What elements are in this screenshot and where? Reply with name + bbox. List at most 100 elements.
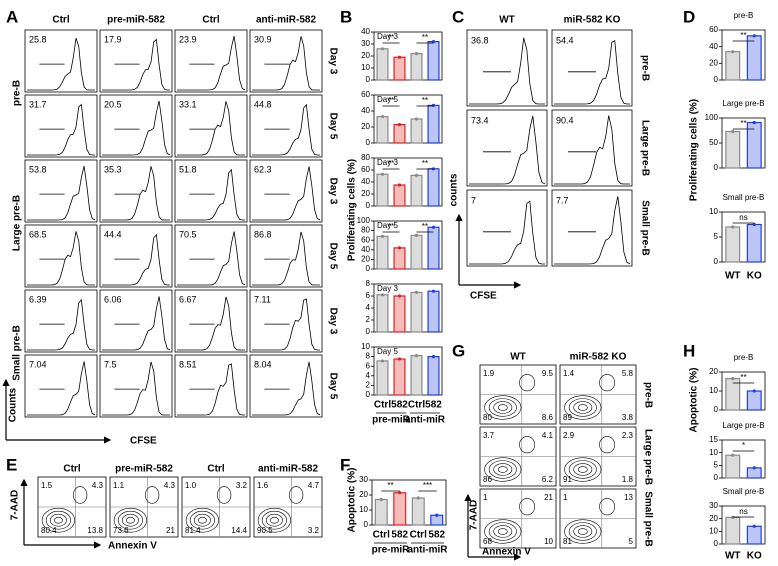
axis-label: Apoptotic (%) <box>689 368 700 433</box>
chart-title: Small pre-B <box>723 487 765 496</box>
histogram <box>102 38 170 91</box>
y-tick-label: 10 <box>361 63 370 72</box>
significance: ** <box>740 31 746 40</box>
contour <box>488 522 517 541</box>
dot <box>731 515 735 520</box>
bar <box>725 454 741 479</box>
plot-frame <box>249 224 323 288</box>
bar <box>393 295 406 333</box>
y-tick-label: 8 <box>366 279 371 288</box>
histogram <box>177 101 245 156</box>
plot-frame <box>24 224 98 288</box>
quadrant-value: 1.9 <box>483 369 495 378</box>
panel-letter: E <box>6 455 17 474</box>
plot-frame <box>24 159 98 223</box>
contour <box>45 510 71 530</box>
histogram <box>27 231 95 286</box>
percent-label: 7.04 <box>29 359 47 369</box>
bar <box>410 291 423 333</box>
plot-frame <box>174 159 248 223</box>
y-tick-label: 20 <box>709 367 718 376</box>
quadrant-value: 1.0 <box>185 481 197 490</box>
bar <box>376 235 389 270</box>
quadrant-value: 68 <box>483 537 492 546</box>
bar <box>376 115 389 144</box>
bar <box>725 51 741 81</box>
panel-letter: G <box>452 341 465 360</box>
dot <box>397 294 402 298</box>
y-tick-label: 40 <box>361 27 370 36</box>
y-tick-label: 10 <box>709 448 718 457</box>
quadrant-value: 4.7 <box>308 481 320 490</box>
plot-frame <box>174 224 248 288</box>
column-header: pre-miR-582 <box>107 15 165 26</box>
y-tick-label: 40 <box>709 42 718 51</box>
contour <box>265 513 283 527</box>
dot <box>398 491 402 495</box>
percent-label: 36.8 <box>471 35 489 45</box>
plot-frame <box>24 94 98 158</box>
histogram <box>252 298 320 351</box>
y-tick-label: 0 <box>366 390 371 399</box>
quadrant-value: 4.1 <box>542 431 554 440</box>
y-tick-label: 40 <box>361 177 370 186</box>
contour <box>493 463 513 476</box>
bar <box>725 130 741 169</box>
bar <box>427 168 440 207</box>
y-tick-label: 20 <box>361 122 370 131</box>
percent-label: 54.4 <box>556 35 574 45</box>
group-label: pre-miR <box>372 545 411 556</box>
panel-letter: A <box>6 7 18 26</box>
histogram <box>252 166 321 221</box>
row-label: pre-B <box>642 382 653 408</box>
quadrant-value: 86 <box>483 475 492 484</box>
y-tick-label: 0 <box>366 201 371 210</box>
dot <box>397 55 402 59</box>
bar <box>376 48 389 81</box>
row-label: Small pre-B <box>639 200 650 256</box>
contour <box>117 510 143 530</box>
plot-frame <box>24 29 98 93</box>
contour <box>519 498 536 516</box>
column-header: miR-582 KO <box>564 15 621 26</box>
bar <box>410 118 423 144</box>
bar <box>725 226 741 263</box>
quadrant-value: 81.4 <box>185 526 201 535</box>
y-tick-label: 20 <box>361 51 370 60</box>
dot <box>414 290 419 294</box>
x-tick-label: 582 <box>428 530 445 541</box>
axis-label: CFSE <box>470 291 497 302</box>
y-tick-label: 0 <box>366 264 371 273</box>
contour <box>568 522 597 541</box>
significance: *** <box>423 481 432 490</box>
axis-label: Annexin V <box>482 547 531 558</box>
bar <box>410 234 423 270</box>
quadrant-value: 1.4 <box>563 369 575 378</box>
histogram <box>102 166 170 221</box>
percent-label: 35.3 <box>104 164 122 174</box>
plot-frame <box>99 94 173 158</box>
plot-frame <box>99 289 173 353</box>
histogram <box>252 361 321 416</box>
quadrant-value: 2.3 <box>622 431 634 440</box>
row-label: Small pre-B <box>642 491 653 547</box>
bar <box>410 52 423 81</box>
contour <box>113 507 148 533</box>
percent-label: 8.04 <box>254 359 272 369</box>
dot <box>431 40 436 44</box>
quadrant-value: 1.6 <box>257 481 269 490</box>
y-tick-label: 20 <box>709 58 718 67</box>
percent-label: 17.9 <box>104 34 122 44</box>
histogram <box>102 100 171 156</box>
y-tick-label: 2 <box>366 381 371 390</box>
row-label: Day 3 <box>327 48 338 75</box>
percent-label: 7.7 <box>556 195 569 205</box>
plot-frame <box>249 29 323 93</box>
chart-title: Small pre-B <box>723 193 765 202</box>
y-tick-label: 6 <box>366 361 371 370</box>
contour <box>497 466 508 473</box>
bar <box>393 492 407 526</box>
chart-title: Day 3 <box>377 158 398 167</box>
x-tick-label: WT <box>725 551 741 562</box>
y-tick-label: 20 <box>361 255 370 264</box>
